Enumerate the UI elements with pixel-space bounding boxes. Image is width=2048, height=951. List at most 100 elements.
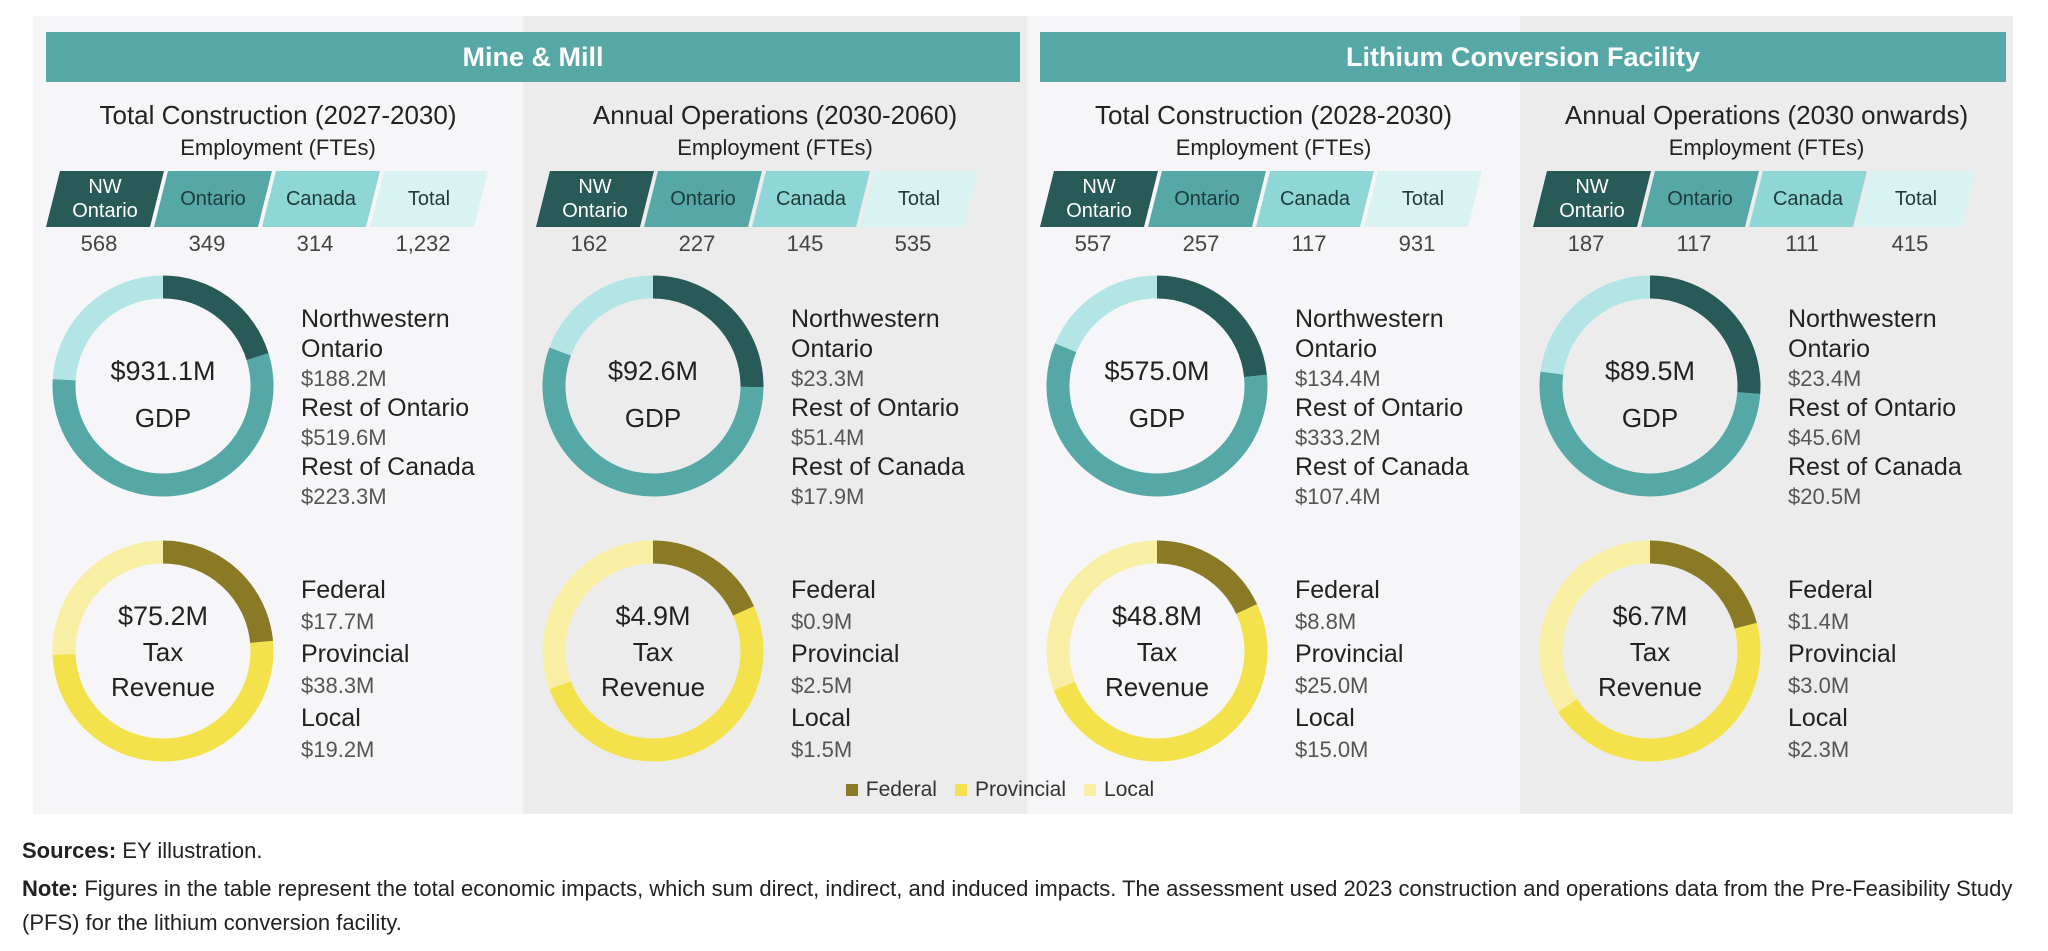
- donut-segment: [162, 540, 274, 644]
- region-value: $23.3M: [791, 366, 865, 391]
- donut-segment: [1055, 275, 1158, 353]
- tax-level-value: $38.3M: [301, 673, 375, 698]
- employment-value: 117: [1291, 231, 1327, 256]
- tax-breakdown: Federal $17.7M Provincial $38.3M Local $19.2M: [301, 574, 526, 766]
- tax-level-name: Provincial: [1295, 640, 1404, 668]
- tax-level-value: $1.4M: [1788, 609, 1850, 634]
- tax-level-name: Provincial: [301, 640, 410, 668]
- tax-level-value: $17.7M: [301, 609, 375, 634]
- employment-chip: NW Ontario: [46, 171, 164, 227]
- donut-segment: [549, 275, 654, 356]
- region-name: Rest of Canada: [1788, 452, 1962, 481]
- employment-value: 162: [570, 231, 608, 256]
- employment-chip-label: NW Ontario: [562, 176, 628, 222]
- panel-background: [1520, 16, 2013, 814]
- employment-title: Employment (FTEs): [1668, 135, 1865, 160]
- legend-item: Provincial: [954, 778, 1067, 802]
- employment-chip-label: Ontario: [670, 188, 736, 210]
- donut-segment: [652, 275, 764, 388]
- legend-label: Local: [1104, 778, 1155, 801]
- donut-segment: [52, 275, 164, 381]
- employment-chip-label: Total: [1894, 188, 1938, 210]
- tax-level-value: $0.9M: [791, 609, 853, 634]
- region-name: Northwestern Ontario: [791, 305, 940, 363]
- legend-swatch: [845, 784, 858, 796]
- group-title: Lithium Conversion Facility: [1345, 41, 1701, 72]
- tax-level-value: $8.8M: [1295, 609, 1357, 634]
- tax-breakdown: Federal $0.9M Provincial $2.5M Local $1.5M: [791, 574, 1016, 766]
- region-value: $45.6M: [1788, 425, 1862, 450]
- donut-charts: [52, 275, 274, 762]
- employment-chip-label: Ontario: [1667, 188, 1733, 210]
- region-value: $17.9M: [791, 484, 865, 509]
- donut-segment: [1649, 540, 1757, 630]
- gdp-label: GDP: [624, 403, 682, 433]
- employment-chip-label: Total: [407, 188, 451, 210]
- region-value: $223.3M: [301, 484, 387, 509]
- employment-chip: NW Ontario: [1533, 171, 1651, 227]
- gdp-breakdown: Northwestern Ontario $23.3M Rest of Ontari…: [791, 305, 1016, 512]
- group-title: Mine & Mill: [462, 41, 604, 72]
- gdp-breakdown: Northwestern Ontario $23.4M Rest of Ontari…: [1788, 305, 2013, 512]
- region-name: Rest of Canada: [791, 452, 965, 481]
- panel-background: [1027, 16, 1520, 814]
- employment-chip-label: Canada: [1772, 188, 1844, 210]
- tax-level-name: Local: [791, 704, 851, 732]
- gdp-label: GDP: [1621, 403, 1679, 433]
- legend-label: Provincial: [974, 778, 1067, 801]
- employment-chip: Canada: [1749, 171, 1867, 227]
- employment-value: 314: [296, 231, 334, 256]
- panel-title: Annual Operations (2030 onwards): [1564, 100, 1969, 130]
- tax-total: $6.7M: [1612, 601, 1688, 631]
- region-value: $333.2M: [1295, 425, 1381, 450]
- employment-value: 227: [678, 231, 716, 256]
- tax-level-value: $1.5M: [791, 737, 853, 762]
- employment-chip-label: Canada: [1279, 188, 1351, 210]
- employment-value: 349: [188, 231, 226, 256]
- employment-chip-label: Ontario: [180, 188, 246, 210]
- panel-title: Total Construction (2027-2030): [99, 100, 457, 130]
- region-name: Rest of Ontario: [301, 393, 470, 422]
- employment-value: 257: [1182, 231, 1220, 256]
- donut-segment: [52, 353, 274, 497]
- donut-charts: [1046, 275, 1268, 762]
- region-value: $188.2M: [301, 366, 387, 391]
- panel-background: [523, 16, 1027, 814]
- gdp-total: $89.5M: [1604, 356, 1696, 386]
- donut-segment: [52, 640, 274, 762]
- employment-chip-label: Ontario: [1174, 188, 1240, 210]
- employment-chip: Total: [1364, 171, 1482, 227]
- donut-segment: [1046, 343, 1268, 497]
- tax-level-value: $2.5M: [791, 673, 853, 698]
- tax-level-value: $2.3M: [1788, 737, 1850, 762]
- region-value: $51.4M: [791, 425, 865, 450]
- region-value: $519.6M: [301, 425, 387, 450]
- employment-chip-label: Total: [1401, 188, 1445, 210]
- tax-level-value: $19.2M: [301, 737, 375, 762]
- employment-value: 145: [786, 231, 824, 256]
- employment-chip-label: NW Ontario: [72, 176, 138, 222]
- region-value: $107.4M: [1295, 484, 1381, 509]
- sources-label: Sources:: [22, 838, 117, 863]
- tax-level-name: Local: [1295, 704, 1355, 732]
- gdp-total: $575.0M: [1104, 356, 1210, 386]
- employment-value: 111: [1785, 231, 1819, 256]
- donut-segment: [542, 347, 764, 497]
- sources-text: EY illustration.: [122, 838, 263, 863]
- employment-chip-label: NW Ontario: [1559, 176, 1625, 222]
- legend-item: Local: [1084, 778, 1154, 802]
- donut-segment: [1539, 540, 1651, 713]
- gdp-total: $92.6M: [607, 356, 699, 386]
- employment-chip: Ontario: [154, 171, 272, 227]
- gdp-breakdown: Northwestern Ontario $188.2M Rest of Ontar…: [301, 305, 526, 512]
- tax-label: Tax Revenue: [1104, 637, 1210, 702]
- donut-charts: [542, 275, 764, 762]
- legend-swatch: [1084, 784, 1097, 796]
- region-value: $134.4M: [1295, 366, 1381, 391]
- region-value: $23.4M: [1788, 366, 1862, 391]
- tax-label: Tax Revenue: [1597, 637, 1703, 702]
- region-name: Rest of Ontario: [1788, 393, 1957, 422]
- employment-value: 187: [1567, 231, 1605, 256]
- employment-chip: NW Ontario: [1040, 171, 1158, 227]
- employment-value: 535: [894, 231, 932, 256]
